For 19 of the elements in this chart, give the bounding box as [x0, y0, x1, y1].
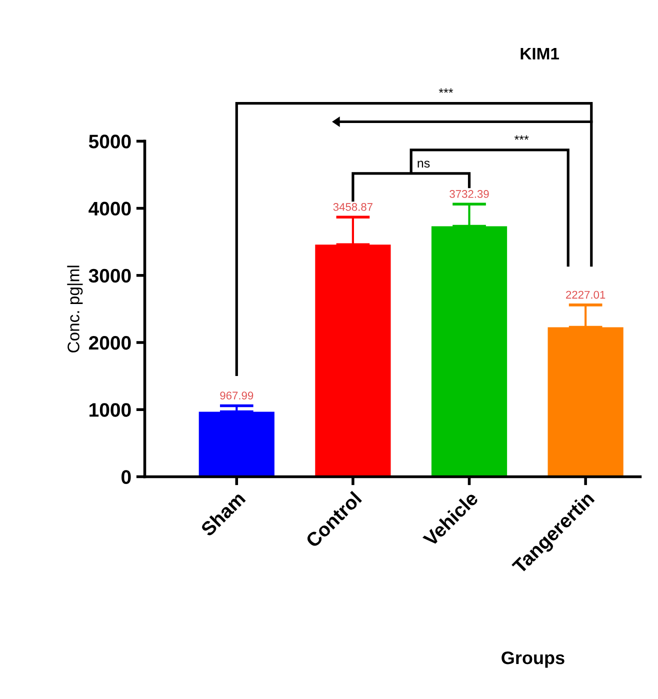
data-label: 2227.01	[566, 290, 606, 299]
text: ***	[514, 135, 529, 140]
text: ***	[438, 88, 454, 93]
annotation: ns	[418, 160, 430, 168]
bar	[315, 244, 391, 477]
y-tick-label: 4000	[88, 202, 131, 216]
y-tick-label: 1000	[90, 403, 131, 417]
data-label: 3732.39	[450, 190, 489, 198]
bar	[548, 327, 624, 477]
y-axis-title: Conc. pg|ml	[67, 266, 83, 352]
y-tick-label: 0	[122, 470, 131, 484]
chart-title: KIM1	[520, 48, 560, 60]
x-axis-title: Groups	[502, 651, 564, 668]
data-label: 967.99	[220, 392, 254, 400]
y-tick-label: 3000	[88, 268, 131, 283]
y-tick-label: 2000	[88, 336, 131, 350]
y-tick-label: 5000	[88, 134, 131, 148]
bar	[198, 412, 274, 477]
data-label: 3458.87	[333, 203, 372, 211]
